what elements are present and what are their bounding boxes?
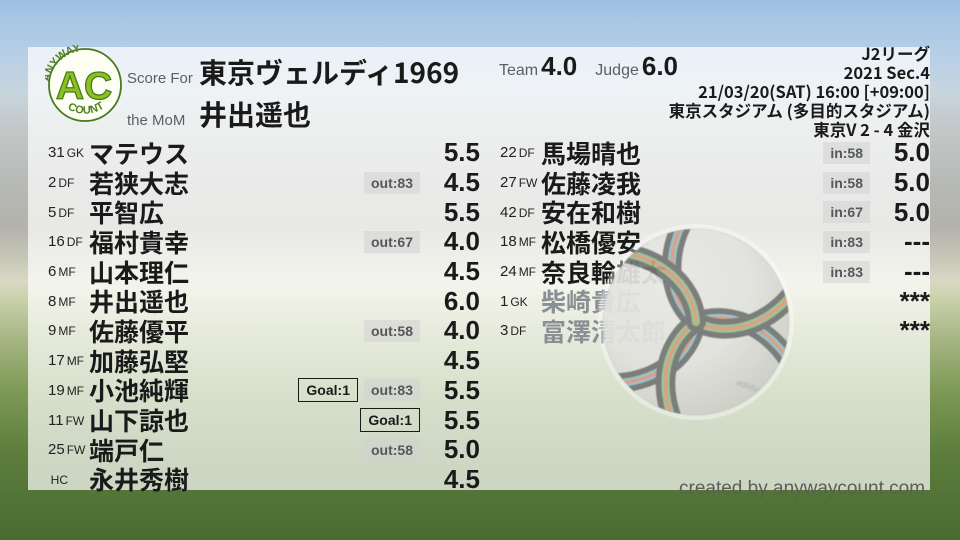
svg-text:AC: AC [56, 65, 112, 108]
